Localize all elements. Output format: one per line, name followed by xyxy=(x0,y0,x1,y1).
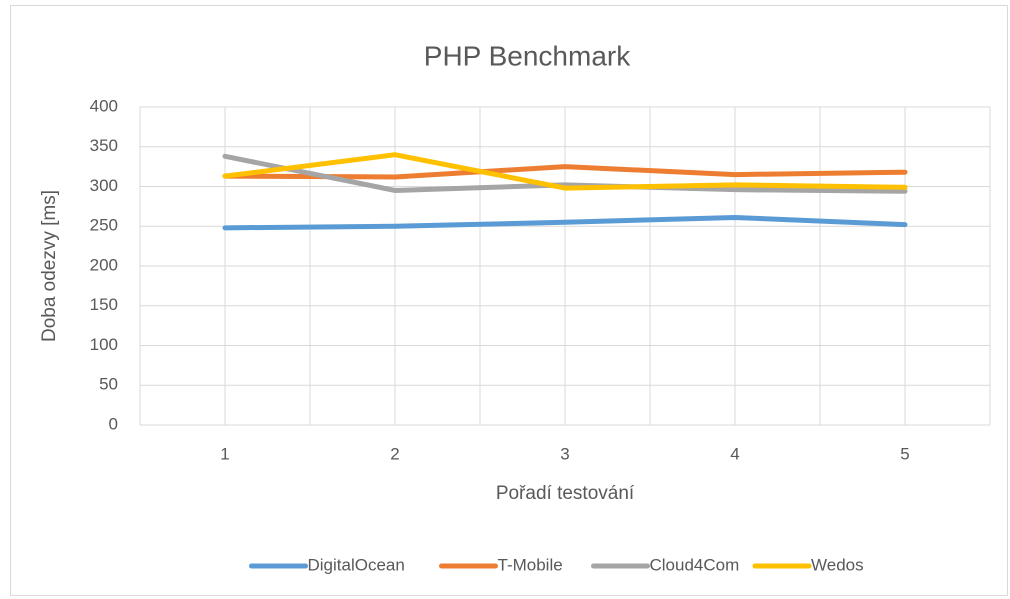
y-tick-label: 100 xyxy=(90,335,118,354)
x-tick-label: 5 xyxy=(900,444,909,463)
y-tick-label: 150 xyxy=(90,295,118,314)
legend-label: Cloud4Com xyxy=(650,555,740,574)
y-tick-label: 200 xyxy=(90,255,118,274)
series-line xyxy=(222,152,908,191)
series-line xyxy=(222,153,908,194)
y-tick-label: 350 xyxy=(90,136,118,155)
y-tick-label: 250 xyxy=(90,216,118,235)
legend-label: T-Mobile xyxy=(498,555,563,574)
y-tick-label: 400 xyxy=(90,96,118,115)
chart-border xyxy=(10,5,1008,596)
y-axis-label: Doba odezvy [ms] xyxy=(39,190,60,342)
chart-title: PHP Benchmark xyxy=(424,40,631,71)
x-tick-label: 1 xyxy=(220,444,229,463)
legend-label: DigitalOcean xyxy=(308,555,405,574)
y-tick-label: 0 xyxy=(109,414,118,433)
y-tick-label: 50 xyxy=(99,375,118,394)
series-line xyxy=(222,215,908,231)
x-tick-label: 2 xyxy=(390,444,399,463)
x-tick-label: 3 xyxy=(560,444,569,463)
x-tick-label: 4 xyxy=(730,444,739,463)
x-axis-label: Pořadí testování xyxy=(496,483,635,504)
legend-label: Wedos xyxy=(811,555,864,574)
y-tick-label: 300 xyxy=(90,176,118,195)
